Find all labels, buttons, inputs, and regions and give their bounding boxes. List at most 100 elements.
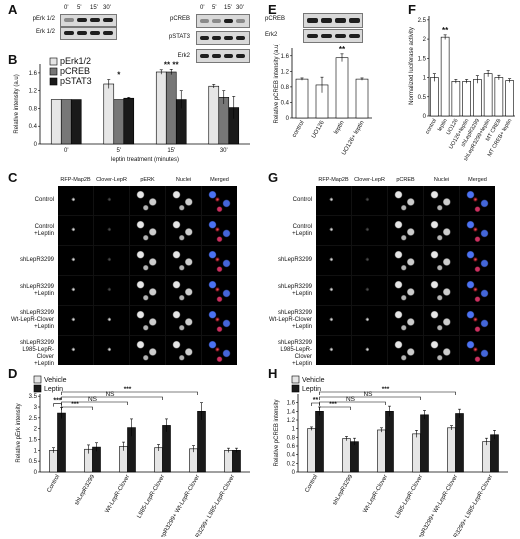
bar [70, 99, 82, 145]
micrograph-signal [424, 216, 459, 245]
bar [113, 99, 125, 145]
x-tick-label: shLepR3299 [332, 473, 355, 506]
bar [420, 414, 429, 473]
bar [355, 78, 369, 119]
micrograph-cell [58, 336, 93, 365]
micrograph-signal [424, 246, 459, 275]
legend-swatch [291, 384, 300, 393]
significance-mark: ** [313, 397, 319, 404]
significance-mark: ** ** [164, 60, 180, 69]
micrograph-cell [58, 276, 93, 305]
micrograph-cell [130, 246, 165, 275]
time-label: 5' [77, 5, 82, 11]
significance-mark: *** [124, 386, 132, 393]
blot-label: Erk2 [265, 32, 278, 38]
significance-bracket [319, 396, 421, 400]
bar [165, 71, 177, 145]
micrograph-nuclei [460, 186, 495, 215]
y-axis-label: Relative pCREB intensity [274, 399, 280, 466]
micrograph-nuclei [460, 336, 495, 365]
bar [494, 77, 504, 117]
bar [162, 425, 171, 473]
y-tick-label: 3 [34, 405, 38, 411]
blot-band [307, 34, 318, 38]
micrograph-cell [94, 336, 129, 365]
legend-swatch [49, 67, 58, 76]
y-axis-label: Relative pCREB intensity (a.u) [274, 44, 280, 124]
blot-band [103, 18, 113, 22]
micrograph-signal [130, 306, 165, 335]
significance-bracket [61, 401, 128, 405]
significance-bracket [61, 396, 163, 400]
blot-band [200, 54, 209, 58]
micrograph-nuclei [460, 276, 495, 305]
micrograph-cell [202, 276, 237, 305]
bar [451, 81, 461, 117]
micrograph-cell [352, 276, 387, 305]
significance-bracket [53, 403, 62, 407]
y-tick-label: 1 [292, 427, 296, 433]
x-tick-label: UO126+ leptin [341, 120, 365, 156]
bar [490, 434, 499, 473]
y-tick-label: 1.6 [287, 401, 296, 407]
y-tick-label: 1.6 [29, 71, 38, 77]
column-label: Merged [468, 177, 487, 183]
significance-mark: NS [363, 391, 373, 398]
y-tick-label: 0.8 [281, 85, 290, 91]
micrograph-cell [460, 216, 495, 245]
blot-band [349, 34, 360, 38]
bar [218, 97, 230, 145]
significance-mark: ** [442, 26, 449, 35]
row-label: Control [292, 197, 312, 203]
row-label: shLepR3299 +Leptin [19, 283, 54, 297]
micrograph-cell [424, 186, 459, 215]
bar [50, 99, 62, 145]
significance-mark: NS [346, 396, 356, 403]
bar [482, 441, 491, 473]
time-label: 15' [224, 5, 232, 11]
micrograph-cell [388, 306, 423, 335]
bar [224, 450, 233, 473]
legend-swatch [49, 57, 58, 66]
micrograph-cell [130, 186, 165, 215]
x-tick-label: 0' [64, 148, 68, 154]
micrograph-signal [101, 310, 122, 331]
bar [208, 85, 220, 145]
column-label: Nuclei [175, 177, 192, 183]
blot-band [321, 18, 332, 23]
panel-label-e: E [268, 2, 277, 17]
micrograph-cell [460, 246, 495, 275]
bar [412, 433, 421, 473]
y-tick-label: 0 [34, 142, 38, 148]
chart-d: 0 0.5 1 1.5 2 2.5 3 3.5 Relative pErk intensity C… [16, 375, 250, 537]
micrograph-nuclei [460, 246, 495, 275]
micrograph-signal [130, 216, 165, 245]
micrograph-signal [388, 246, 423, 275]
y-axis-label: Relative intensity (a.u) [14, 74, 20, 133]
legend-swatch [33, 375, 42, 384]
bar [103, 83, 115, 145]
column-label: Nuclei [433, 177, 450, 183]
micrograph-signal [388, 306, 423, 335]
micrograph-signal [65, 280, 86, 301]
blot-label: pSTAT3 [168, 34, 190, 40]
row-label: Control +Leptin [292, 223, 312, 237]
significance-mark: *** [53, 398, 61, 405]
y-tick-label: 0.8 [287, 435, 296, 441]
y-tick-label: 0.8 [29, 106, 38, 112]
blot-strip [303, 13, 363, 28]
column-label: Merged [210, 177, 229, 183]
micrograph-signal [130, 186, 165, 215]
micrograph-cell [58, 246, 93, 275]
row-label: Control +Leptin [34, 223, 54, 237]
micrograph-cell [94, 276, 129, 305]
x-tick-label: Control [304, 474, 319, 494]
y-tick-label: 1.2 [281, 69, 290, 75]
micrograph-nuclei [202, 336, 237, 365]
micrograph-signal [101, 250, 122, 271]
chart-h: 0 0.2 0.4 0.6 0.8 1 1.2 1.4 1.6 Relative pCREB in… [274, 375, 508, 537]
blot-label: Erk 1/2 [35, 29, 55, 35]
y-tick-label: 1.5 [29, 438, 38, 444]
blot-band [224, 36, 233, 40]
time-label: 5' [212, 5, 217, 11]
